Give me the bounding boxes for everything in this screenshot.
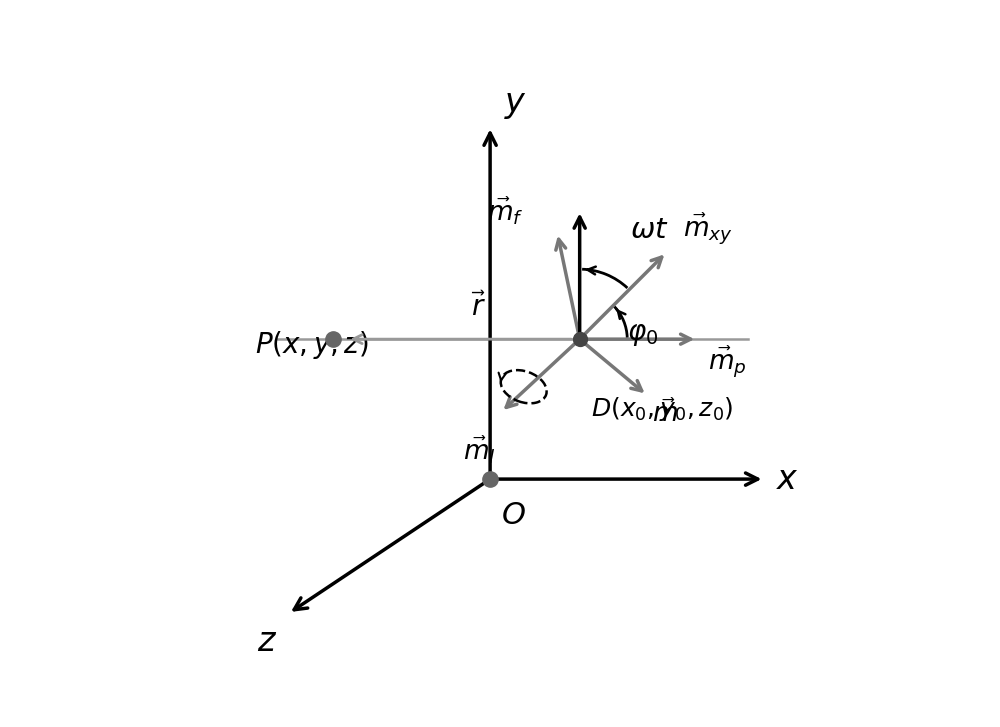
Text: $\vec{m}$: $\vec{m}$: [652, 401, 678, 428]
Text: $\varphi_0$: $\varphi_0$: [627, 320, 659, 348]
Text: $D(x_0,y_0,z_0)$: $D(x_0,y_0,z_0)$: [591, 395, 733, 423]
Text: $\vec{r}$: $\vec{r}$: [471, 293, 487, 322]
Text: $z$: $z$: [257, 624, 277, 658]
Text: $y$: $y$: [504, 88, 527, 121]
Text: $\vec{m}_{xy}$: $\vec{m}_{xy}$: [683, 211, 733, 246]
Text: $\omega t$: $\omega t$: [630, 216, 669, 244]
Text: $\vec{m}_p$: $\vec{m}_p$: [708, 345, 747, 380]
Text: $P(x,y,z)$: $P(x,y,z)$: [255, 329, 369, 361]
Text: $O$: $O$: [501, 502, 526, 531]
Text: $\vec{m}_f$: $\vec{m}_f$: [487, 196, 524, 228]
Text: $\vec{m}_l$: $\vec{m}_l$: [463, 434, 496, 466]
Text: $x$: $x$: [776, 462, 798, 496]
